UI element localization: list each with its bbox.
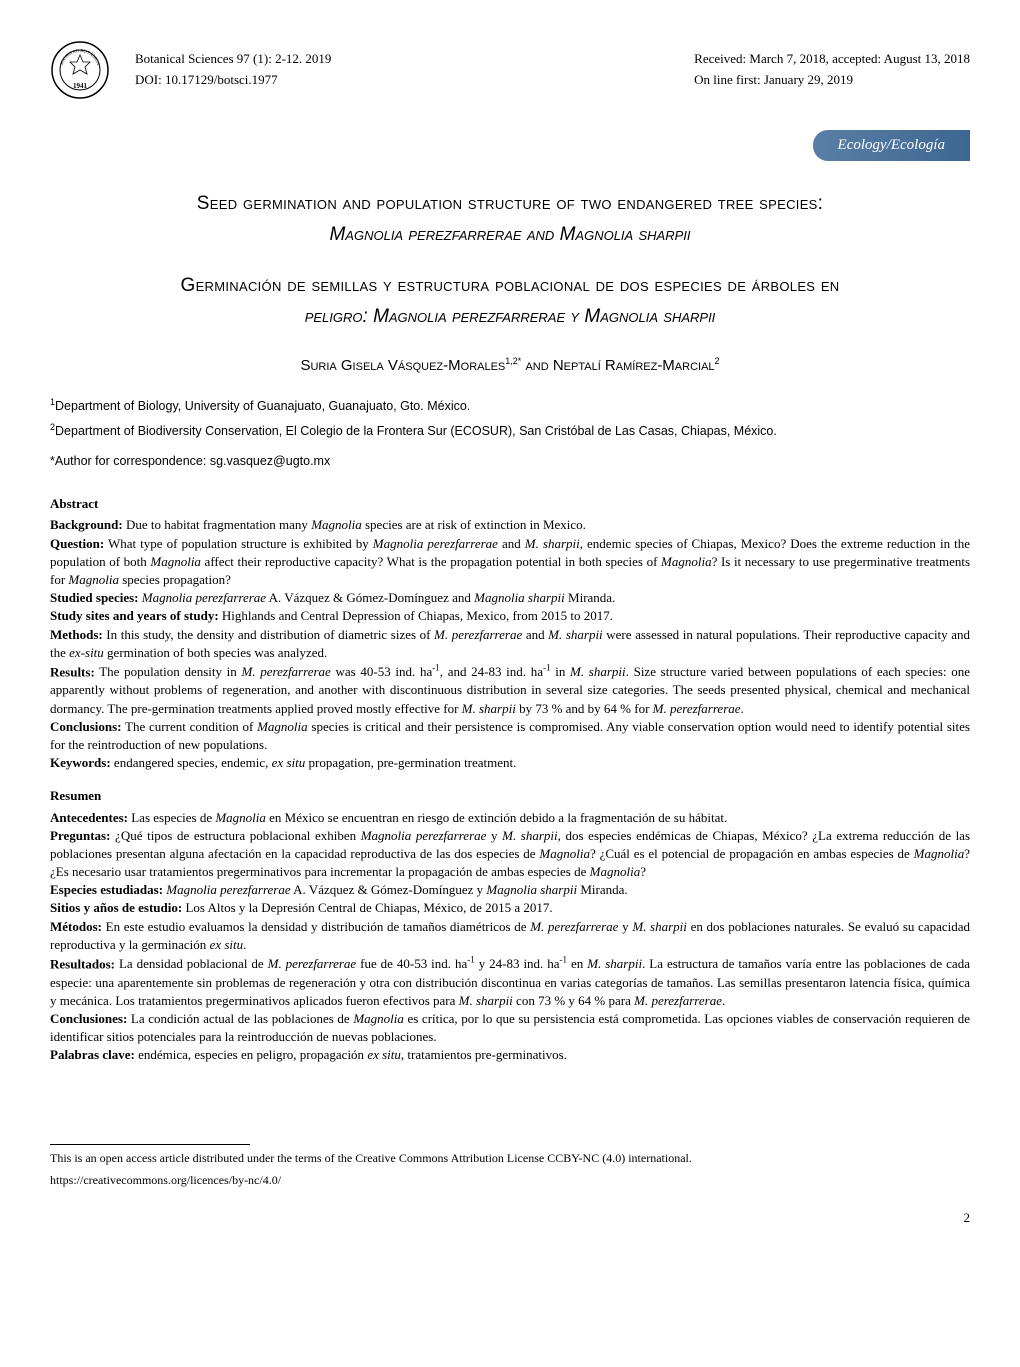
title-es-line2: peligro: Magnolia perezfarrerae y Magnol… bbox=[50, 304, 970, 331]
correspondence: *Author for correspondence: sg.vasquez@u… bbox=[50, 453, 970, 471]
sitios-text: Los Altos y la Depresión Central de Chia… bbox=[182, 900, 552, 915]
antecedentes-text: Las especies de Magnolia en México se en… bbox=[128, 810, 727, 825]
question-label: Question: bbox=[50, 536, 104, 551]
journal-logo: 1941 SOCIEDAD BOTÁNICA bbox=[50, 40, 110, 100]
affiliation-1: 1Department of Biology, University of Gu… bbox=[50, 396, 970, 416]
resumen-heading: Resumen bbox=[50, 787, 970, 805]
resultados-label: Resultados: bbox=[50, 956, 115, 971]
header-row: 1941 SOCIEDAD BOTÁNICA Botanical Science… bbox=[50, 40, 970, 100]
svg-text:1941: 1941 bbox=[73, 82, 88, 90]
journal-info: Botanical Sciences 97 (1): 2-12. 2019 DO… bbox=[135, 40, 970, 89]
footer-url: https://creativecommons.org/licences/by-… bbox=[50, 1172, 970, 1189]
footer-divider bbox=[50, 1144, 250, 1145]
journal-right: Received: March 7, 2018, accepted: Augus… bbox=[694, 50, 970, 89]
abstract-body: Background: Due to habitat fragmentation… bbox=[50, 516, 970, 772]
species-text: Magnolia perezfarrerae A. Vázquez & Góme… bbox=[138, 590, 615, 605]
footer-license: This is an open access article distribut… bbox=[50, 1150, 970, 1167]
question-text: What type of population structure is exh… bbox=[50, 536, 970, 587]
methods-label: Methods: bbox=[50, 627, 103, 642]
sites-text: Highlands and Central Depression of Chia… bbox=[219, 608, 613, 623]
abstract-heading: Abstract bbox=[50, 495, 970, 513]
authors: Suria Gisela Vásquez-Morales1,2* and Nep… bbox=[50, 355, 970, 376]
journal-line: Botanical Sciences 97 (1): 2-12. 2019 bbox=[135, 50, 331, 68]
especies-label: Especies estudiadas: bbox=[50, 882, 163, 897]
antecedentes-label: Antecedentes: bbox=[50, 810, 128, 825]
especies-text: Magnolia perezfarrerae A. Vázquez & Góme… bbox=[163, 882, 628, 897]
conclusiones-label: Conclusiones: bbox=[50, 1011, 127, 1026]
background-label: Background: bbox=[50, 517, 123, 532]
resumen-body: Antecedentes: Las especies de Magnolia e… bbox=[50, 809, 970, 1065]
metodos-label: Métodos: bbox=[50, 919, 102, 934]
received-line: Received: March 7, 2018, accepted: Augus… bbox=[694, 50, 970, 68]
doi-line: DOI: 10.17129/botsci.1977 bbox=[135, 71, 331, 89]
title-es-y: y bbox=[570, 306, 584, 327]
sitios-label: Sitios y años de estudio: bbox=[50, 900, 182, 915]
preguntas-label: Preguntas: bbox=[50, 828, 110, 843]
title-en-species2: Magnolia sharpii bbox=[560, 224, 691, 245]
online-line: On line first: January 29, 2019 bbox=[694, 71, 970, 89]
conclusions-label: Conclusions: bbox=[50, 719, 122, 734]
title-en-line1: Seed germination and population structur… bbox=[50, 191, 970, 218]
palabras-text: endémica, especies en peligro, propagaci… bbox=[135, 1047, 567, 1062]
palabras-label: Palabras clave: bbox=[50, 1047, 135, 1062]
sites-label: Study sites and years of study: bbox=[50, 608, 219, 623]
keywords-text: endangered species, endemic, ex situ pro… bbox=[111, 755, 517, 770]
keywords-label: Keywords: bbox=[50, 755, 111, 770]
species-label: Studied species: bbox=[50, 590, 138, 605]
title-es-species1: Magnolia perezfarrerae bbox=[373, 306, 565, 327]
title-es-line1: Germinación de semillas y estructura pob… bbox=[50, 273, 970, 300]
section-badge: Ecology/Ecología bbox=[813, 130, 970, 161]
title-en-species1: Magnolia perezfarrerae bbox=[329, 224, 521, 245]
conclusiones-text: La condición actual de las poblaciones d… bbox=[50, 1011, 970, 1044]
results-label: Results: bbox=[50, 664, 95, 679]
resultados-text: La densidad poblacional de M. perezfarre… bbox=[50, 956, 970, 1007]
svg-text:SOCIEDAD BOTÁNICA: SOCIEDAD BOTÁNICA bbox=[59, 48, 102, 67]
title-es-species2: Magnolia sharpii bbox=[584, 306, 715, 327]
preguntas-text: ¿Qué tipos de estructura poblacional exh… bbox=[50, 828, 970, 879]
title-en-line2: Magnolia perezfarrerae and Magnolia shar… bbox=[50, 222, 970, 249]
methods-text: In this study, the density and distribut… bbox=[50, 627, 970, 660]
conclusions-text: The current condition of Magnolia specie… bbox=[50, 719, 970, 752]
title-es-pre: peligro: bbox=[305, 306, 373, 327]
affiliation-2: 2Department of Biodiversity Conservation… bbox=[50, 421, 970, 441]
background-text: Due to habitat fragmentation many Magnol… bbox=[123, 517, 586, 532]
title-en-and: and bbox=[527, 224, 560, 245]
results-text: The population density in M. perezfarrer… bbox=[50, 664, 970, 715]
metodos-text: En este estudio evaluamos la densidad y … bbox=[50, 919, 970, 952]
page-number: 2 bbox=[50, 1209, 970, 1227]
journal-left: Botanical Sciences 97 (1): 2-12. 2019 DO… bbox=[135, 50, 331, 89]
